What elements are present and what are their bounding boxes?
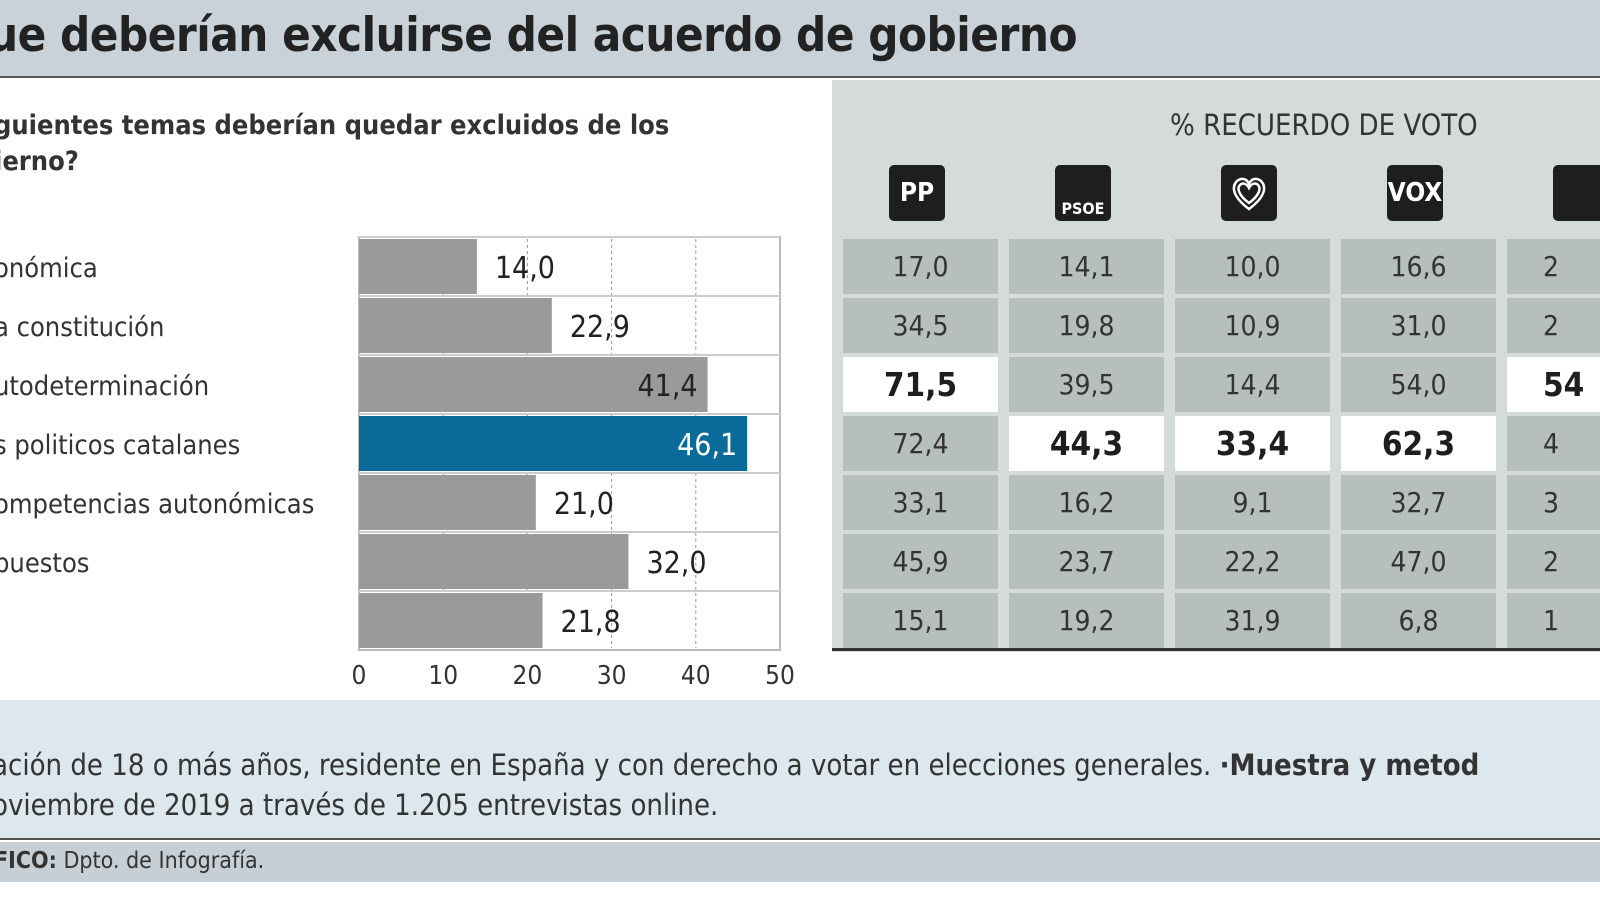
x-tick-label: 50 <box>765 661 795 691</box>
table-cell: 4 <box>1507 416 1600 471</box>
value-label: 21,0 <box>554 487 614 522</box>
x-tick-label: 20 <box>513 661 543 691</box>
table-cell: 3 <box>1507 475 1600 530</box>
table-cell: 2 <box>1507 239 1600 294</box>
value-label: 14,0 <box>495 251 555 286</box>
table-cell: 10,9 <box>1175 298 1330 353</box>
bar <box>359 298 552 353</box>
table-cell: 16,2 <box>1009 475 1164 530</box>
value-label: 32,0 <box>646 546 706 581</box>
table-cell: 2 <box>1507 534 1600 589</box>
category-label: ompetencias autonómicas <box>0 489 314 520</box>
category-label: puestos <box>0 548 89 579</box>
table-cell: 2 <box>1507 298 1600 353</box>
table-cell: 23,7 <box>1009 534 1164 589</box>
footer-notes <box>0 700 1600 840</box>
table-cell: 19,8 <box>1009 298 1164 353</box>
table-cell: 15,1 <box>843 593 998 648</box>
table-cell: 6,8 <box>1341 593 1496 648</box>
party-logo <box>1553 165 1600 221</box>
table-cell: 14,4 <box>1175 357 1330 412</box>
table-cell: 54,0 <box>1341 357 1496 412</box>
survey-question: guientes temas deberían quedar excluidos… <box>0 110 670 177</box>
x-tick-label: 40 <box>681 661 711 691</box>
x-tick-label: 10 <box>428 661 458 691</box>
category-label: onómica <box>0 253 98 284</box>
table-bottom-rule <box>832 648 1600 651</box>
table-cell: 62,3 <box>1341 416 1496 471</box>
footer-note-text: ación de 18 o más años, residente en Esp… <box>0 748 1220 782</box>
table-cell: 22,2 <box>1175 534 1330 589</box>
table-cell: 33,1 <box>843 475 998 530</box>
table-cell: 54 <box>1507 357 1600 412</box>
bar <box>359 416 748 471</box>
footer-note-bold: ·Muestra y metod <box>1219 748 1480 782</box>
table-cell: 1 <box>1507 593 1600 648</box>
table-cell: 31,9 <box>1175 593 1330 648</box>
credit-label: FICO: <box>0 848 57 874</box>
table-cell: 33,4 <box>1175 416 1330 471</box>
category-label: s politicos catalanes <box>0 430 240 461</box>
table-cell: 9,1 <box>1175 475 1330 530</box>
value-label: 21,8 <box>561 605 621 640</box>
page-title: ue deberían excluirse del acuerdo de gob… <box>0 8 1078 63</box>
pp-logo: PP <box>889 165 945 221</box>
footer-note-line1: ación de 18 o más años, residente en Esp… <box>0 748 1479 782</box>
table-cell: 44,3 <box>1009 416 1164 471</box>
table-cell: 34,5 <box>843 298 998 353</box>
bar <box>359 239 477 294</box>
bar <box>359 593 543 648</box>
table-cell: 16,6 <box>1341 239 1496 294</box>
mas-pais-logo-heart-icon <box>1221 165 1277 221</box>
bar <box>359 357 708 412</box>
table-cell: 47,0 <box>1341 534 1496 589</box>
credit-text: Dpto. de Infografía. <box>56 848 265 874</box>
x-tick-label: 30 <box>597 661 627 691</box>
footer-note-line2: oviembre de 2019 a través de 1.205 entre… <box>0 788 719 822</box>
category-label: utodeterminación <box>0 371 209 402</box>
table-cell: 10,0 <box>1175 239 1330 294</box>
credit: FICO: Dpto. de Infografía. <box>0 848 264 874</box>
table-cell: 72,4 <box>843 416 998 471</box>
header-band <box>0 0 1600 78</box>
table-cell: 32,7 <box>1341 475 1496 530</box>
table-cell: 14,1 <box>1009 239 1164 294</box>
value-label: 41,4 <box>638 369 698 404</box>
credit-bar <box>0 842 1600 882</box>
table-heading: % RECUERDO DE VOTO <box>1170 108 1478 142</box>
x-tick-label: 0 <box>352 661 367 691</box>
bar <box>359 534 629 589</box>
bar <box>359 475 536 530</box>
category-label: a constitución <box>0 312 164 343</box>
table-cell: 17,0 <box>843 239 998 294</box>
table-cell: 19,2 <box>1009 593 1164 648</box>
table-cell: 39,5 <box>1009 357 1164 412</box>
table-cell: 31,0 <box>1341 298 1496 353</box>
psoe-logo: PSOE <box>1055 165 1111 221</box>
vox-logo: VOX <box>1387 165 1443 221</box>
table-cell: 71,5 <box>843 357 998 412</box>
value-label: 46,1 <box>677 428 737 463</box>
value-label: 22,9 <box>570 310 630 345</box>
bar-chart: 0 10 20 30 40 50 onómica 14,0 a constitución 22,9… <box>0 236 795 691</box>
table-cell: 45,9 <box>843 534 998 589</box>
